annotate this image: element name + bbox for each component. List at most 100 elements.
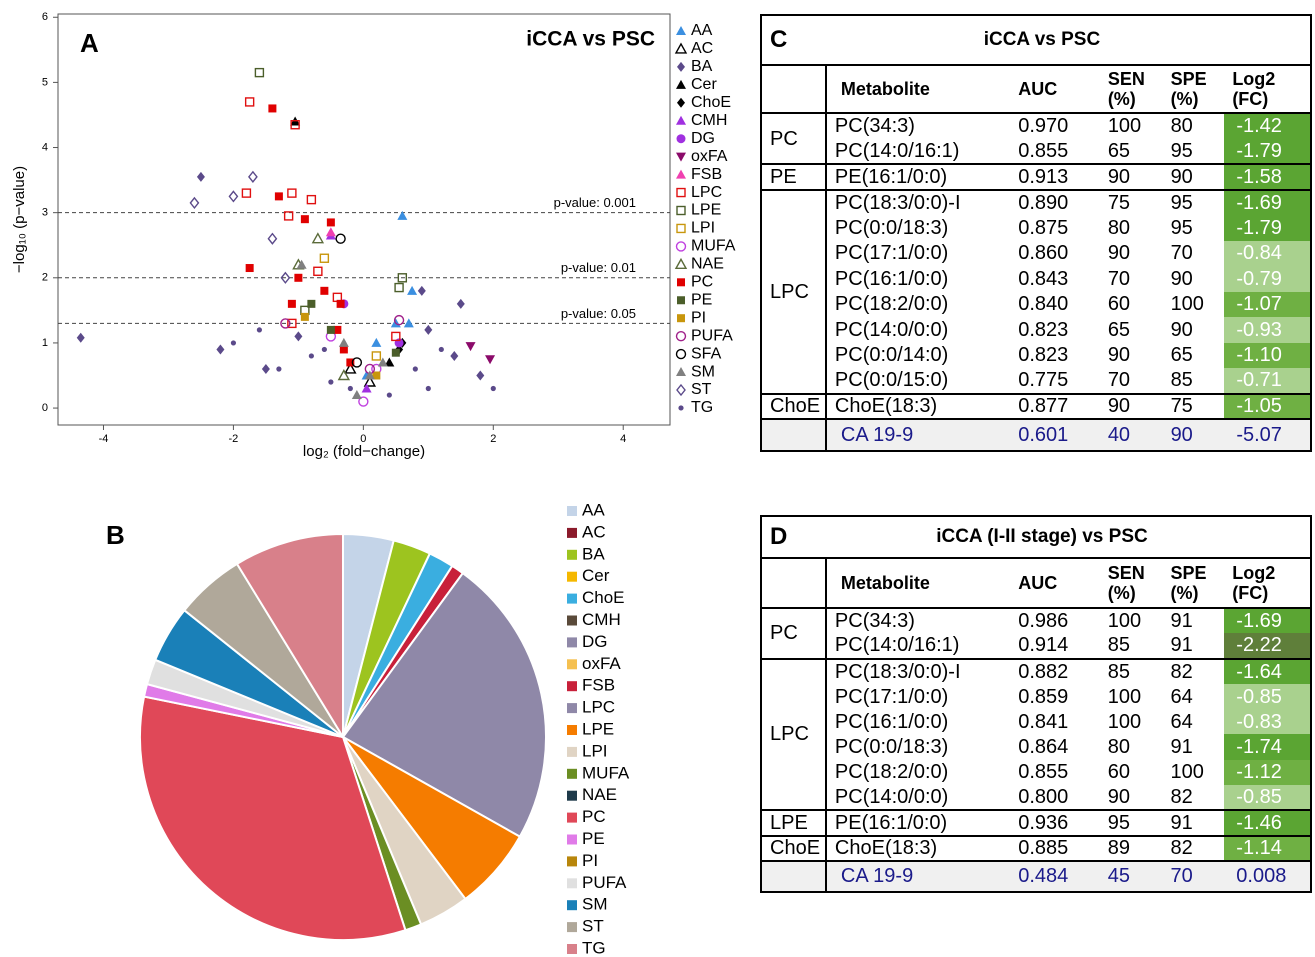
legend-swatch xyxy=(567,878,577,889)
point xyxy=(384,357,395,367)
table-cell: 0.864 xyxy=(1018,736,1069,759)
legend-label: ChoE xyxy=(691,94,731,111)
legend-swatch xyxy=(567,659,577,670)
table-cell: -1.79 xyxy=(1224,138,1311,164)
point xyxy=(245,264,254,273)
legend-label: LPE xyxy=(582,719,614,738)
point xyxy=(326,218,335,227)
table-cell: -0.83 xyxy=(1224,709,1311,735)
group-label: LPE xyxy=(761,809,827,836)
table-cell: -1.74 xyxy=(1224,734,1311,760)
header-row: Metabolite AUC SEN (%) SPE (%) Log2 (FC) xyxy=(761,64,1311,113)
legend-swatch xyxy=(567,812,577,823)
footer-cell: -5.07 xyxy=(1224,418,1311,451)
legend-swatch xyxy=(567,725,577,735)
legend-label: LPE xyxy=(691,202,721,219)
table-cell: 64 xyxy=(1170,685,1193,708)
point xyxy=(344,362,357,374)
y-tick-label: 4 xyxy=(42,141,48,153)
legend-swatch xyxy=(567,681,577,692)
table-cell: 100 xyxy=(1099,112,1163,139)
pie-slice xyxy=(341,571,547,839)
table-title: iCCA (I-II stage) vs PSC xyxy=(936,526,1148,547)
legend-label: LPI xyxy=(582,741,608,760)
table-cell: PC(0:0/15:0) xyxy=(834,369,949,392)
legend-swatch xyxy=(567,549,577,560)
table-row: ChoE ChoE(18:3) 0.885 89 82 -1.14 xyxy=(761,834,1311,861)
point xyxy=(456,298,465,309)
point xyxy=(306,194,317,205)
x-tick-label: 2 xyxy=(490,433,496,445)
table-cell: -0.79 xyxy=(1224,266,1311,292)
table-cell: -0.84 xyxy=(1224,240,1311,266)
point xyxy=(364,370,375,380)
table-cell: 100 xyxy=(1107,685,1142,708)
table-cell: -0.71 xyxy=(1224,368,1311,394)
table-cell: 0.890 xyxy=(1010,188,1100,215)
table-row: PC(0:0/18:3) 0.864 80 91 -1.74 xyxy=(761,734,1311,760)
legend-marker xyxy=(678,405,684,411)
legend-label: ST xyxy=(582,917,604,936)
point xyxy=(371,337,382,347)
table-row: LPC PC(18:3/0:0)-I 0.882 85 82 -1.64 xyxy=(761,657,1311,811)
table-title: iCCA vs PSC xyxy=(983,29,1101,50)
table-cell: PC(18:2/0:0) xyxy=(834,761,949,784)
table-row: LPC PC(18:3/0:0)-I 0.890 75 95 -1.69 xyxy=(761,188,1311,394)
table-cell: -1.64 xyxy=(1224,657,1311,684)
table-cell: -1.12 xyxy=(1224,759,1311,786)
table-cell: 0.823 xyxy=(1018,318,1069,341)
x-tick-label: 4 xyxy=(620,433,626,445)
table-cell: -1.10 xyxy=(1224,342,1311,368)
table-cell: 90 xyxy=(1170,318,1193,341)
table-row: PC(16:1/0:0) 0.841 100 64 -0.83 xyxy=(761,709,1311,735)
legend-swatch xyxy=(567,615,577,626)
point xyxy=(337,369,351,381)
table-cell: PC(17:1/0:0) xyxy=(834,685,949,708)
table-cell: -1.69 xyxy=(1224,188,1311,215)
table-cell: PC(18:3/0:0)-I xyxy=(825,657,1011,684)
legend-marker xyxy=(676,26,686,35)
panel-label: D xyxy=(770,523,788,550)
point xyxy=(321,346,327,353)
table-cell: 64 xyxy=(1170,710,1193,733)
legend-marker xyxy=(676,187,686,198)
table-cell: 0.860 xyxy=(1018,242,1069,265)
table-row: PC(16:1/0:0) 0.843 70 90 -0.79 xyxy=(761,266,1311,292)
legend-label: CMH xyxy=(582,610,621,629)
legend-label: BA xyxy=(691,58,713,75)
legend-label: LPC xyxy=(691,184,722,201)
footer-cell: 70 xyxy=(1162,859,1225,892)
x-tick-label: 0 xyxy=(360,433,366,445)
legend-label: PI xyxy=(582,851,598,870)
point xyxy=(296,259,307,269)
table-cell: PC(34:3) xyxy=(825,606,1011,634)
legend-marker xyxy=(677,61,685,72)
point xyxy=(391,331,401,342)
legend-swatch xyxy=(567,506,577,516)
table-cell: PC(17:1/0:0) xyxy=(834,242,949,265)
point xyxy=(397,210,408,220)
y-axis-label: −log₁₀ (p−value) xyxy=(11,166,28,273)
point xyxy=(490,385,496,392)
table-cell: -1.58 xyxy=(1224,163,1311,190)
legend-marker xyxy=(677,97,685,108)
table-cell: ChoE(18:3) xyxy=(825,834,1011,861)
legend-label: AA xyxy=(582,500,605,519)
footer-cell: 40 xyxy=(1099,418,1163,451)
footer-cell: 90 xyxy=(1162,418,1225,451)
table-cell: 0.970 xyxy=(1010,112,1100,139)
table-cell: 90 xyxy=(1107,242,1131,265)
point xyxy=(228,190,239,203)
table-cell: 90 xyxy=(1107,786,1131,809)
point xyxy=(328,379,334,385)
legend-label: Cer xyxy=(691,76,717,93)
footer-cell: 0.601 xyxy=(1010,418,1100,451)
table-cell: 70 xyxy=(1170,242,1193,265)
table-cell: PC(14:0/0:0) xyxy=(834,318,949,341)
group-label: LPC xyxy=(761,188,827,394)
table-row: PE PE(16:1/0:0) 0.913 90 90 -1.58 xyxy=(761,163,1311,190)
table-cell: PC(0:0/18:3) xyxy=(834,216,949,239)
legend-label: LPC xyxy=(582,698,615,717)
